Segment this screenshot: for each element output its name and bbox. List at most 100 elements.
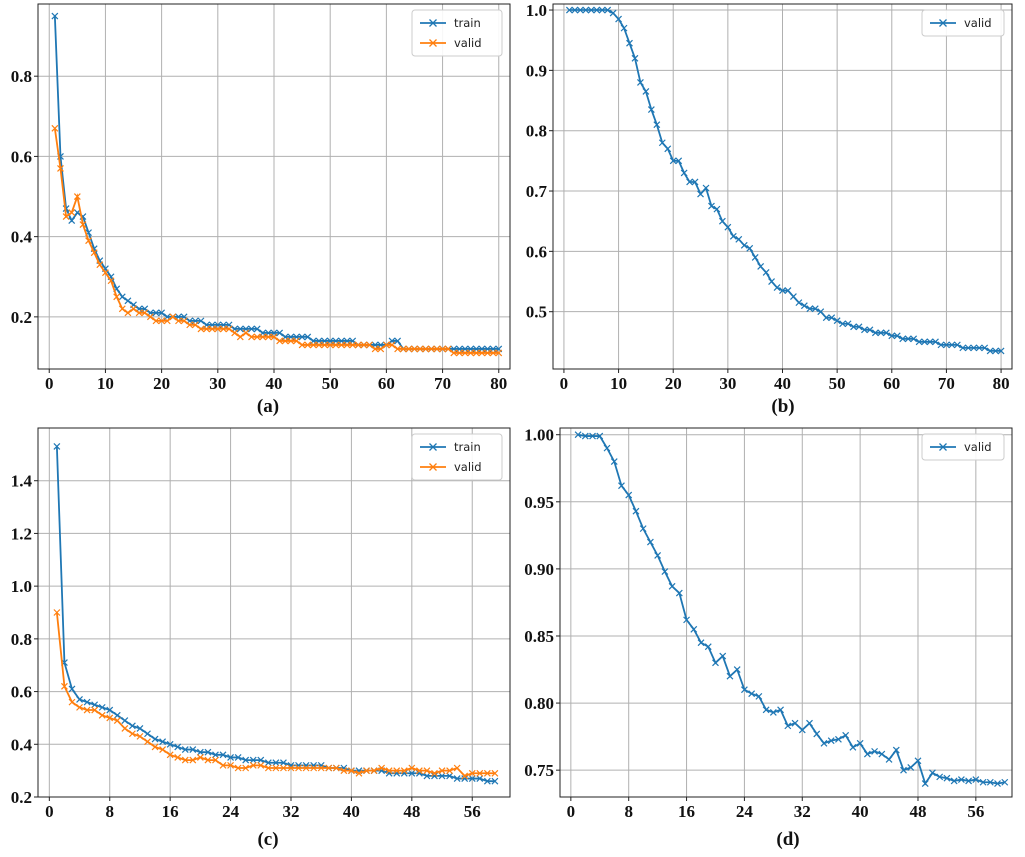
y-tick-label: 0.2 [11, 308, 32, 327]
x-tick-label: 40 [343, 802, 360, 821]
data-point-marker [280, 759, 287, 767]
data-point-marker [121, 717, 129, 724]
data-point-marker [128, 730, 136, 738]
data-point-marker [253, 333, 261, 341]
data-point-marker [102, 269, 109, 277]
data-point-marker [863, 750, 871, 758]
data-point-marker [654, 552, 662, 559]
data-point-marker [986, 347, 994, 355]
data-point-marker [180, 317, 188, 325]
data-point-marker [453, 775, 461, 782]
x-tick-label: 50 [322, 374, 339, 393]
data-point-marker [842, 731, 850, 739]
data-point-marker [270, 333, 278, 341]
x-tick-label: 0 [560, 374, 569, 393]
data-point-marker [822, 314, 830, 322]
data-point-marker [393, 767, 401, 775]
data-point-marker [779, 287, 786, 294]
data-point-marker [276, 329, 284, 337]
data-point-marker [186, 321, 194, 329]
axes-frame [37, 427, 511, 798]
data-point-marker [113, 293, 121, 301]
y-tick-label: 0.9 [526, 61, 547, 80]
data-point-marker [212, 756, 219, 764]
data-point-marker [777, 706, 785, 714]
x-tick-label: 0 [45, 802, 54, 821]
y-tick-label: 0.85 [524, 627, 554, 646]
data-point-marker [769, 709, 777, 716]
data-point-marker [242, 329, 250, 337]
data-point-marker [489, 349, 497, 357]
data-point-marker [166, 740, 174, 748]
data-point-marker [174, 754, 182, 761]
data-point-marker [151, 743, 159, 751]
axes-frame [559, 427, 1013, 798]
data-point-marker [408, 769, 416, 777]
data-point-marker [751, 253, 759, 261]
data-point-marker [423, 772, 431, 780]
data-point-marker [957, 776, 965, 783]
data-point-marker [382, 341, 390, 349]
y-tick-label: 0.75 [524, 761, 554, 780]
data-point-marker [242, 764, 250, 772]
data-point-marker [113, 717, 121, 724]
data-point-marker [965, 777, 973, 785]
legend-label-train: train [454, 16, 481, 30]
data-point-marker [163, 317, 171, 325]
data-point-marker [321, 341, 328, 349]
data-point-marker [979, 778, 987, 786]
data-point-marker [456, 349, 463, 357]
data-point-marker [762, 269, 770, 276]
data-point-marker [175, 317, 182, 325]
data-point-marker [768, 278, 775, 285]
data-point-marker [491, 769, 499, 777]
x-tick-label: 8 [105, 802, 114, 821]
data-point-marker [136, 732, 144, 740]
data-point-marker [264, 759, 272, 767]
x-tick-label: 32 [794, 802, 811, 821]
data-point-marker [828, 314, 836, 322]
data-point-marker [310, 764, 318, 772]
data-point-marker [904, 335, 912, 343]
data-point-marker [893, 332, 901, 340]
legend-marker-valid [939, 443, 947, 451]
data-point-marker [169, 313, 177, 321]
x-tick-label: 40 [774, 374, 791, 393]
data-point-marker [411, 345, 418, 353]
data-point-marker [51, 12, 59, 20]
data-point-marker [757, 263, 765, 270]
data-point-marker [214, 325, 222, 333]
x-tick-label: 40 [852, 802, 869, 821]
data-point-marker [159, 746, 167, 753]
data-point-marker [817, 308, 825, 316]
data-point-marker [790, 293, 797, 301]
y-tick-label: 0.8 [526, 122, 547, 141]
data-point-marker [866, 326, 874, 334]
data-point-marker [287, 337, 295, 345]
data-point-marker [416, 345, 424, 353]
data-point-marker [915, 338, 923, 346]
data-point-marker [51, 124, 59, 132]
data-point-marker [491, 777, 499, 785]
legend-box [921, 433, 1005, 461]
data-point-marker [249, 756, 257, 764]
data-point-marker [98, 703, 106, 711]
data-point-marker [427, 345, 435, 353]
x-tick-label: 40 [266, 374, 283, 393]
data-point-marker [57, 165, 64, 172]
data-point-marker [124, 309, 132, 317]
data-point-marker [740, 241, 748, 249]
data-point-marker [850, 323, 857, 331]
data-point-marker [219, 751, 227, 759]
data-point-marker [197, 325, 205, 333]
data-point-marker [637, 79, 644, 86]
x-tick-label: 0 [45, 374, 54, 393]
data-point-marker [231, 329, 239, 337]
data-point-marker [281, 337, 289, 345]
data-point-marker [972, 776, 980, 783]
data-point-marker [618, 482, 625, 490]
series-valid [51, 124, 503, 357]
data-point-marker [377, 345, 385, 353]
data-point-marker [332, 764, 340, 772]
